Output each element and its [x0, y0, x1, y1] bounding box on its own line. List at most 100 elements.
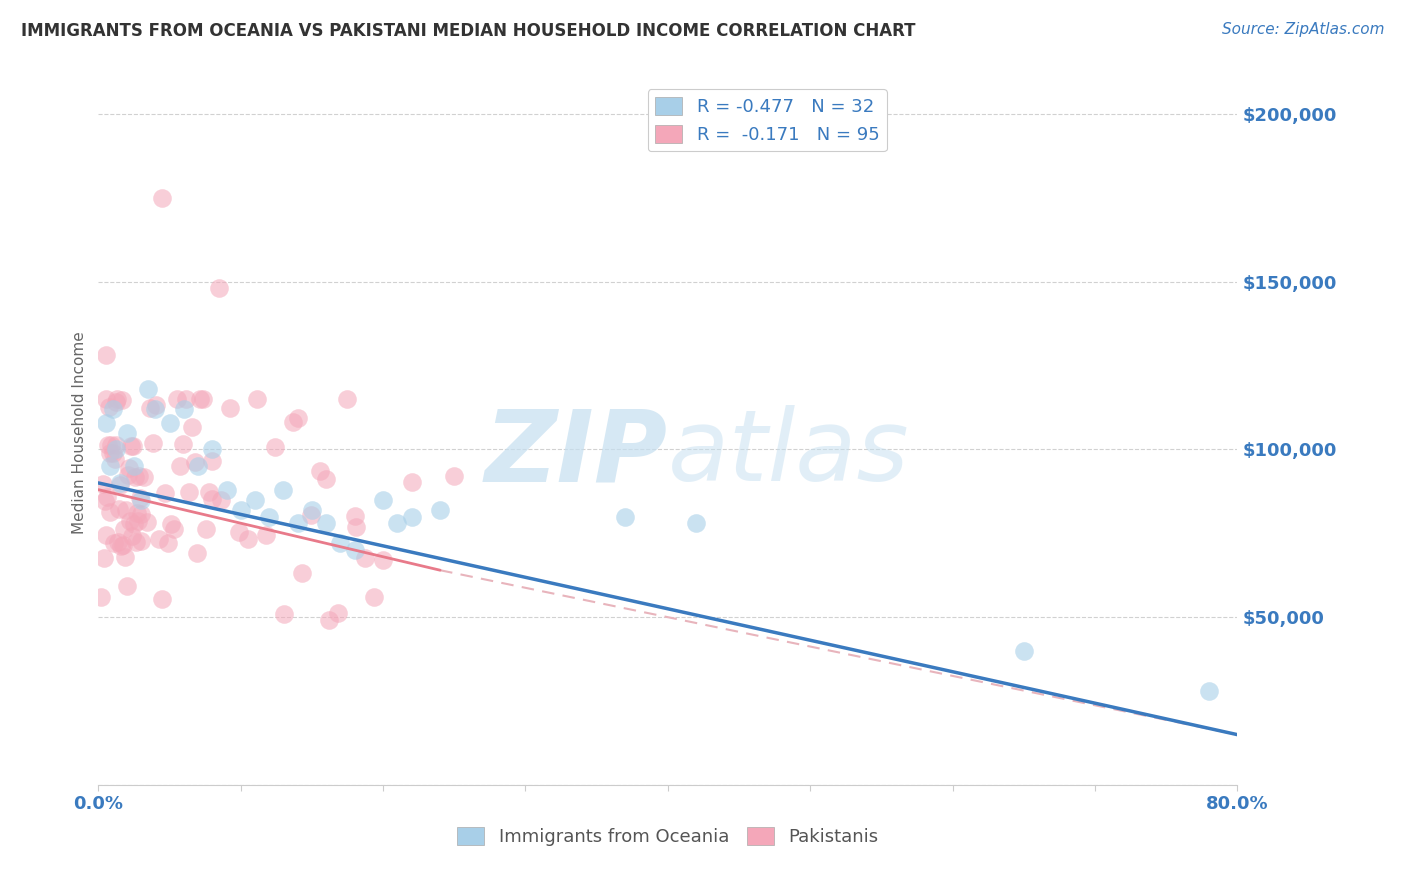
Point — [107, 502, 129, 516]
Point — [145, 399, 167, 413]
Point — [163, 522, 186, 536]
Point — [148, 532, 170, 546]
Legend: Immigrants from Oceania, Pakistanis: Immigrants from Oceania, Pakistanis — [450, 820, 886, 854]
Text: IMMIGRANTS FROM OCEANIA VS PAKISTANI MEDIAN HOUSEHOLD INCOME CORRELATION CHART: IMMIGRANTS FROM OCEANIA VS PAKISTANI MED… — [21, 22, 915, 40]
Point — [118, 460, 141, 475]
Point — [108, 478, 131, 492]
Point — [173, 402, 195, 417]
Point — [208, 281, 231, 295]
Point — [343, 508, 366, 523]
Point — [105, 392, 128, 406]
Text: atlas: atlas — [668, 405, 910, 502]
Point — [228, 525, 250, 540]
Point — [180, 420, 202, 434]
Point — [264, 440, 287, 454]
Point — [387, 516, 409, 531]
Point — [174, 392, 197, 406]
Point — [283, 415, 305, 429]
Point — [209, 492, 232, 507]
Point — [136, 382, 159, 396]
Point — [153, 485, 176, 500]
Point — [120, 439, 142, 453]
Point — [101, 402, 124, 417]
Point — [273, 607, 295, 621]
Point — [111, 393, 134, 408]
Point — [104, 438, 127, 452]
Point — [122, 439, 145, 453]
Point — [107, 534, 129, 549]
Point — [159, 516, 181, 531]
Point — [259, 509, 281, 524]
Point — [98, 459, 121, 474]
Point — [94, 528, 117, 542]
Point — [156, 535, 179, 549]
Point — [287, 516, 309, 531]
Point — [254, 528, 277, 542]
Point — [110, 539, 132, 553]
Point — [114, 503, 136, 517]
Point — [97, 438, 120, 452]
Point — [121, 528, 143, 542]
Point — [93, 550, 115, 565]
Point — [401, 475, 423, 490]
Point — [96, 392, 118, 406]
Point — [344, 519, 367, 533]
Point — [150, 592, 173, 607]
Point — [246, 392, 269, 406]
Point — [129, 533, 152, 548]
Point — [373, 492, 395, 507]
Point — [94, 416, 117, 430]
Point — [291, 566, 314, 580]
Point — [183, 455, 205, 469]
Point — [132, 470, 155, 484]
Point — [177, 484, 200, 499]
Point — [363, 590, 385, 604]
Point — [193, 392, 215, 406]
Point — [129, 492, 152, 507]
Point — [429, 503, 451, 517]
Point — [122, 517, 145, 532]
Point — [98, 400, 121, 414]
Point — [115, 425, 138, 440]
Point — [142, 436, 165, 450]
Point — [229, 503, 252, 517]
Point — [125, 534, 148, 549]
Point — [124, 470, 146, 484]
Point — [273, 483, 295, 497]
Point — [159, 416, 181, 430]
Point — [373, 552, 395, 566]
Point — [186, 546, 208, 560]
Point — [172, 437, 194, 451]
Point — [128, 468, 150, 483]
Point — [343, 543, 366, 558]
Point — [98, 446, 121, 460]
Point — [329, 536, 352, 550]
Point — [198, 485, 221, 500]
Point — [614, 509, 637, 524]
Point — [152, 191, 174, 205]
Point — [328, 606, 350, 620]
Point — [115, 579, 138, 593]
Point — [136, 515, 159, 529]
Point — [103, 452, 125, 467]
Point — [215, 483, 238, 497]
Point — [187, 459, 209, 474]
Point — [315, 516, 337, 531]
Point — [108, 475, 131, 490]
Point — [336, 392, 359, 406]
Point — [94, 494, 117, 508]
Point — [287, 411, 309, 425]
Point — [122, 459, 145, 474]
Point — [318, 613, 340, 627]
Point — [169, 458, 191, 473]
Point — [112, 522, 135, 536]
Point — [195, 522, 218, 536]
Point — [443, 469, 465, 483]
Point — [166, 392, 188, 406]
Point — [111, 538, 134, 552]
Point — [201, 442, 224, 457]
Point — [301, 503, 323, 517]
Point — [1198, 684, 1220, 698]
Point — [114, 549, 136, 564]
Point — [685, 516, 707, 531]
